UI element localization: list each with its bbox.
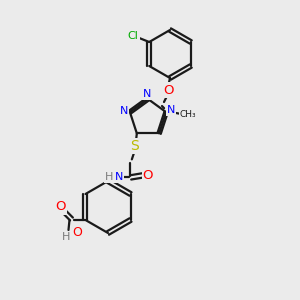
Text: CH₃: CH₃ [180,110,196,118]
Text: O: O [55,200,66,214]
Text: N: N [115,172,123,182]
Text: O: O [163,83,173,97]
Text: H: H [104,172,113,182]
Text: N: N [143,89,151,99]
Text: O: O [142,169,153,182]
Text: N: N [167,105,175,115]
Text: Cl: Cl [128,31,139,41]
Text: O: O [73,226,82,239]
Text: N: N [120,106,128,116]
Text: S: S [130,140,139,153]
Text: H: H [62,232,71,242]
